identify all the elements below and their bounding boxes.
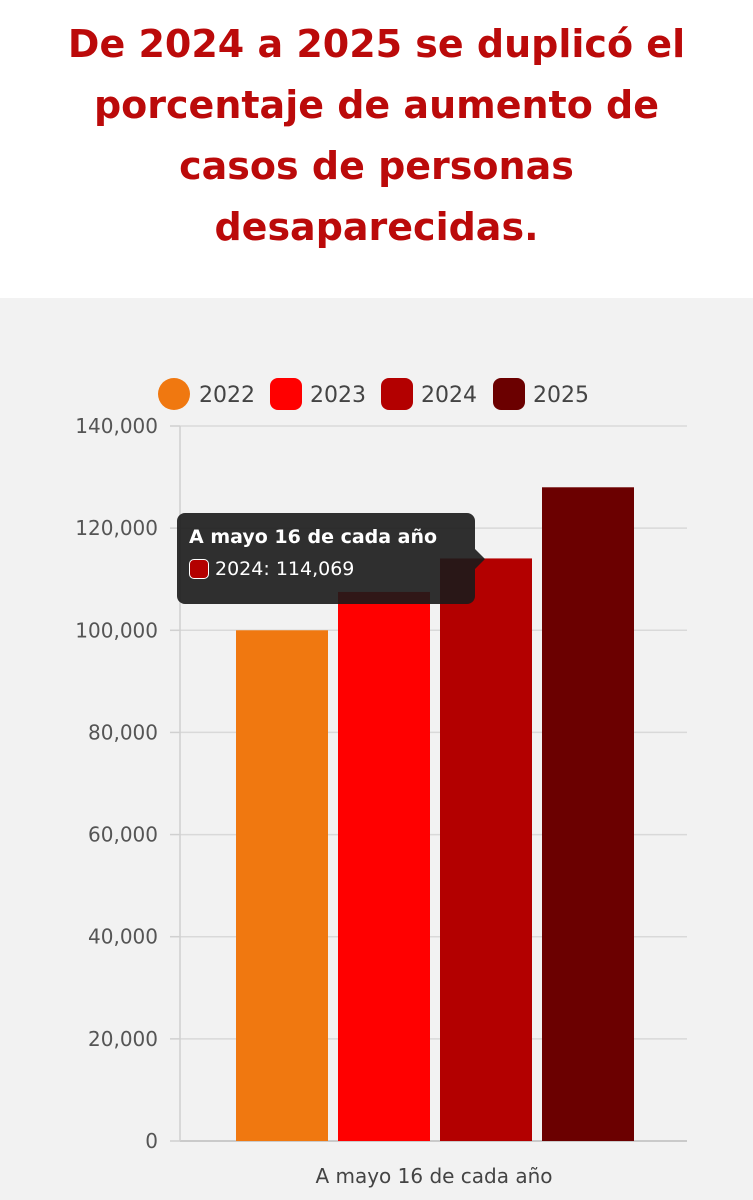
bar-2025[interactable] xyxy=(542,487,634,1141)
bar-2023[interactable] xyxy=(338,591,430,1141)
bar-chart: 0 20,000 40,000 60,000 80,000 100,000 120,000 1… xyxy=(75,378,687,1188)
chart-panel: 0 20,000 40,000 60,000 80,000 100,000 120,000 1… xyxy=(0,298,753,1200)
tooltip-separator: : xyxy=(263,558,276,580)
legend-label-2022[interactable]: 2022 xyxy=(199,383,255,408)
x-axis: A mayo 16 de cada año xyxy=(315,1164,552,1188)
tooltip-series: 2024 xyxy=(215,558,264,580)
y-tick-label: 40,000 xyxy=(88,925,158,949)
bars xyxy=(236,487,634,1141)
y-tick-label: 140,000 xyxy=(75,414,158,438)
y-tick-label: 100,000 xyxy=(75,618,158,642)
y-tick-label: 60,000 xyxy=(88,823,158,847)
legend-swatch-2025[interactable] xyxy=(493,378,525,410)
tooltip-title: A mayo 16 de cada año xyxy=(189,526,438,548)
legend: 2022 2023 2024 2025 xyxy=(158,378,589,410)
legend-label-2023[interactable]: 2023 xyxy=(310,383,366,408)
headline: De 2024 a 2025 se duplicó el porcentaje … xyxy=(67,22,686,249)
bar-2022[interactable] xyxy=(236,630,328,1141)
chart-tooltip: A mayo 16 de cada año 2024: 114,069 xyxy=(177,513,485,604)
x-category-label: A mayo 16 de cada año xyxy=(315,1164,552,1188)
y-tick-label: 80,000 xyxy=(88,720,158,744)
y-tick-label: 120,000 xyxy=(75,516,158,540)
legend-swatch-2023[interactable] xyxy=(270,378,302,410)
y-tick-label: 0 xyxy=(145,1129,158,1153)
legend-swatch-2022[interactable] xyxy=(158,378,190,410)
bar-2024[interactable] xyxy=(440,558,532,1141)
legend-label-2025[interactable]: 2025 xyxy=(533,383,589,408)
y-axis: 0 20,000 40,000 60,000 80,000 100,000 120,000 1… xyxy=(75,414,181,1153)
tooltip-row: 2024: 114,069 xyxy=(189,557,463,581)
y-tick-label: 20,000 xyxy=(88,1027,158,1051)
headline-section: De 2024 a 2025 se duplicó el porcentaje … xyxy=(0,0,753,298)
tooltip-value: 114,069 xyxy=(275,558,355,580)
tooltip-color-swatch xyxy=(189,559,209,579)
legend-label-2024[interactable]: 2024 xyxy=(421,383,477,408)
legend-swatch-2024[interactable] xyxy=(381,378,413,410)
